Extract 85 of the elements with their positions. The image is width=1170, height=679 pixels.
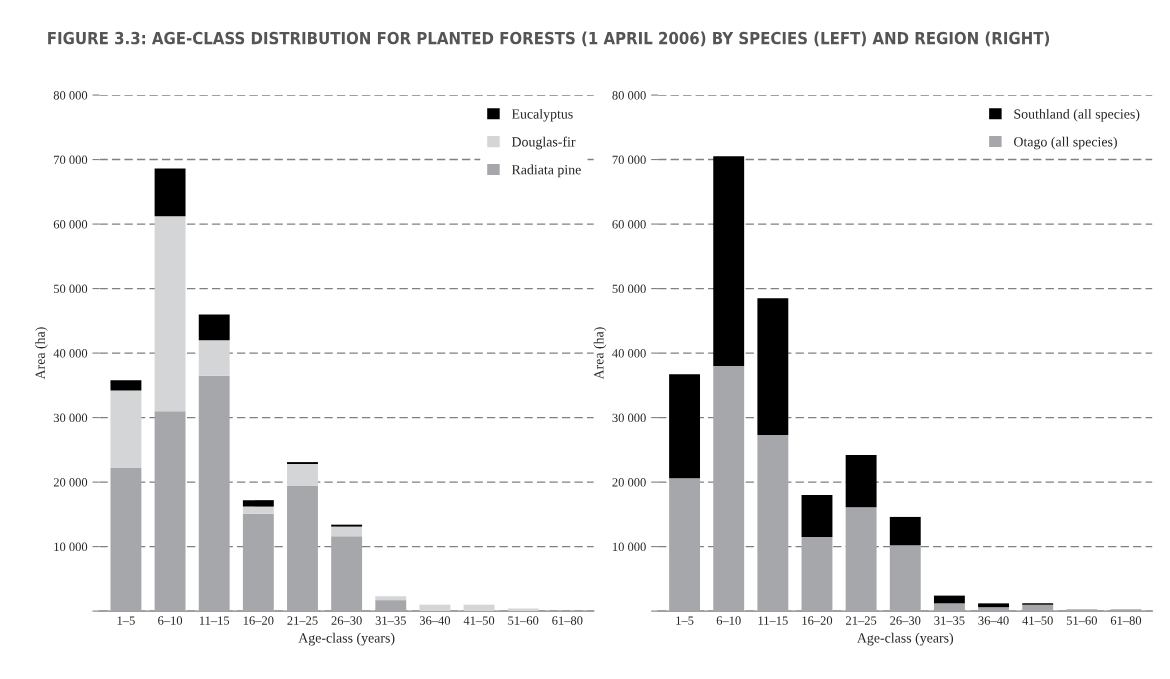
y-tick-label: 30 000 — [612, 413, 646, 423]
x-tick-label: 41–50 — [463, 616, 495, 625]
y-tick-label: 10 000 — [613, 542, 646, 552]
y-tick-label: 20 000 — [53, 478, 88, 487]
legend-label: Radiata pine — [511, 164, 581, 178]
x-tick-label: 21–25 — [287, 616, 318, 625]
bar — [845, 507, 877, 612]
x-tick-label: 41–50 — [1022, 616, 1053, 625]
x-tick-label: 6–10 — [158, 616, 183, 625]
bar — [933, 595, 965, 604]
x-tick-label: 1–5 — [676, 616, 694, 625]
bar — [198, 340, 230, 376]
bar — [242, 500, 274, 507]
y-axis-title: Area (ha) — [593, 327, 607, 380]
y-tick-label: 50 000 — [612, 284, 646, 294]
y-tick-label: 80 000 — [612, 91, 646, 100]
bar — [801, 536, 833, 612]
bar — [463, 604, 495, 612]
bar — [801, 494, 833, 537]
x-tick-label: 26–30 — [890, 616, 921, 625]
bar — [978, 603, 1009, 608]
x-tick-label: 11–15 — [758, 616, 788, 625]
x-tick-label: 21–25 — [846, 616, 877, 625]
bar — [110, 390, 142, 468]
bar — [154, 216, 186, 412]
x-tick-label: 6–10 — [716, 616, 741, 625]
x-tick-label: 11–15 — [199, 616, 230, 625]
x-tick-label: 1–5 — [117, 616, 135, 625]
bar — [845, 455, 877, 508]
y-tick-label: 40 000 — [53, 349, 88, 358]
bar — [375, 596, 407, 601]
chart-title: FIGURE 3.3: AGE-CLASS DISTRIBUTION FOR PLANTED FORESTS (1 APRIL 2006) BY SPECIES (LEFT) AND REGION (RIGHT) — [48, 31, 1050, 47]
x-tick-label: 26–30 — [331, 616, 362, 625]
y-tick-label: 50 000 — [54, 284, 88, 294]
bar — [154, 168, 186, 217]
x-tick-label: 36–40 — [419, 616, 451, 625]
y-axis-title: Area (ha) — [35, 327, 48, 380]
x-tick-label: 31–35 — [934, 616, 965, 625]
x-axis-title: Age-class (years) — [857, 632, 954, 646]
bar — [287, 485, 318, 612]
bar — [110, 380, 142, 391]
bar — [198, 314, 230, 341]
y-tick-label: 60 000 — [612, 220, 646, 229]
bar — [669, 374, 701, 479]
bar — [198, 375, 230, 612]
y-tick-label: 20 000 — [612, 478, 646, 487]
legend-label: Douglas-fir — [511, 136, 576, 150]
bar — [757, 435, 789, 612]
bar — [669, 478, 701, 612]
y-tick-label: 80 000 — [53, 91, 88, 100]
y-tick-label: 70 000 — [612, 155, 646, 165]
bar — [242, 513, 274, 612]
bar — [1022, 604, 1054, 612]
x-tick-label: 61–80 — [1110, 616, 1142, 625]
bar — [110, 467, 142, 612]
bar — [154, 411, 186, 612]
y-tick-label: 30 000 — [53, 413, 88, 423]
y-tick-label: 70 000 — [54, 155, 88, 165]
bar — [978, 607, 1009, 612]
y-tick-label: 10 000 — [54, 542, 88, 552]
x-tick-label: 31–35 — [375, 616, 406, 625]
x-tick-label: 51–60 — [1066, 616, 1097, 625]
bar — [933, 603, 965, 612]
bar — [287, 464, 318, 486]
bar — [889, 516, 921, 546]
bar — [375, 600, 407, 612]
x-tick-label: 16–20 — [802, 616, 833, 625]
bar — [331, 536, 363, 612]
x-tick-label: 61–80 — [552, 616, 583, 625]
bar — [419, 604, 451, 612]
y-tick-label: 40 000 — [612, 349, 646, 358]
x-tick-label: 16–20 — [243, 616, 274, 625]
x-axis-title: Age-class (years) — [298, 632, 395, 646]
x-tick-label: 51–60 — [508, 616, 539, 625]
bar — [713, 365, 745, 612]
bar — [757, 298, 789, 435]
legend-label: Southland (all species) — [1014, 108, 1140, 122]
bar — [889, 545, 921, 612]
bar — [713, 156, 745, 366]
legend-label: Otago (all species) — [1014, 136, 1117, 150]
legend-label: Eucalyptus — [511, 108, 573, 122]
y-tick-label: 60 000 — [53, 220, 88, 229]
bar — [331, 526, 363, 537]
x-tick-label: 36–40 — [978, 616, 1009, 625]
bar — [242, 506, 274, 514]
